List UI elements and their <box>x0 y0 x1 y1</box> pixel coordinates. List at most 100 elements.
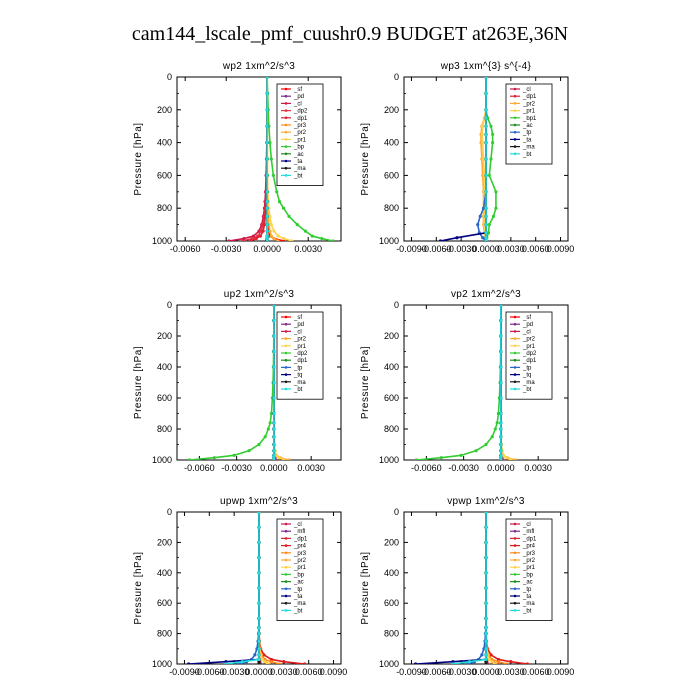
legend-marker <box>284 102 288 105</box>
legend-marker <box>513 337 517 340</box>
data-point <box>499 365 503 369</box>
y-tick-label: 800 <box>384 629 399 639</box>
data-point <box>268 229 272 233</box>
legend-marker <box>284 573 288 576</box>
legend-marker <box>513 130 517 134</box>
data-point <box>272 349 276 354</box>
y-tick-label: 400 <box>157 138 172 148</box>
panel-title: wp3 1xm^{3} s^{-4} <box>440 61 532 72</box>
data-point <box>484 116 488 120</box>
data-point <box>480 132 484 136</box>
x-tick-label: -0.0030 <box>446 667 477 677</box>
legend-label: _tp <box>293 587 303 593</box>
legend-marker <box>284 174 288 177</box>
panel-title: up2 1xm^2/s^3 <box>224 289 295 300</box>
data-point <box>269 660 274 664</box>
data-point <box>265 91 269 95</box>
legend-label: _bt <box>522 152 532 158</box>
data-point <box>269 223 273 227</box>
legend-box <box>505 83 553 165</box>
legend-marker <box>513 573 517 576</box>
data-point <box>282 458 286 460</box>
data-point <box>276 239 280 241</box>
legend-marker <box>513 152 517 156</box>
data-point <box>413 662 418 664</box>
legend-marker <box>284 94 288 98</box>
legend-label: _bt <box>293 608 303 614</box>
series-line-bt <box>452 512 487 664</box>
legend-marker <box>284 537 288 540</box>
data-point <box>496 411 501 416</box>
legend-label: _dp2 <box>293 109 308 115</box>
legend-label: _dp1 <box>293 116 308 122</box>
x-tick-label: -0.0060 <box>421 667 452 677</box>
data-point <box>481 124 485 128</box>
legend-marker <box>284 366 288 369</box>
x-tick-label: -0.0060 <box>421 244 452 254</box>
y-axis-label: Pressure [hPa] <box>360 551 371 624</box>
legend-box <box>505 311 553 400</box>
data-point <box>484 231 488 235</box>
data-point <box>269 657 274 662</box>
legend-marker <box>513 138 517 141</box>
legend-label: _ac <box>522 123 533 129</box>
data-point <box>438 239 443 241</box>
legend-marker <box>513 94 517 98</box>
y-tick-label: 1000 <box>379 659 399 669</box>
y-tick-label: 200 <box>384 105 399 115</box>
legend-marker <box>284 358 288 362</box>
legend-marker <box>284 601 288 605</box>
legend-label: _pr2 <box>293 558 307 564</box>
x-tick-label: 0.0090 <box>547 667 575 677</box>
legend-label: _cl <box>293 522 302 528</box>
series-line-cl <box>228 77 268 241</box>
data-point <box>499 349 503 354</box>
data-point <box>265 234 269 238</box>
panel-5: vpwp 1xm^2/s^3 Pressure [hPa] 0 200 400 600 80… <box>360 496 574 677</box>
series-line-ta <box>415 512 487 664</box>
legend-label: _dp1 <box>522 358 537 364</box>
legend-marker <box>284 166 288 170</box>
legend-label: _dp1 <box>293 536 308 542</box>
y-tick-label: 1000 <box>152 659 172 669</box>
data-point <box>484 124 488 128</box>
x-tick-label: 0.0000 <box>487 463 515 473</box>
data-point <box>274 453 278 457</box>
data-point <box>499 318 503 323</box>
data-point <box>484 132 488 136</box>
data-point <box>249 239 253 241</box>
data-point <box>265 190 269 194</box>
legend-marker <box>513 580 517 583</box>
data-point <box>484 77 488 79</box>
y-tick-label: 1000 <box>379 455 399 465</box>
data-point <box>455 236 459 240</box>
legend-label: _bt <box>293 173 303 179</box>
data-point <box>282 660 286 664</box>
legend-label: _tp <box>293 365 303 371</box>
data-point <box>478 214 482 218</box>
legend-label: _pd <box>522 322 533 328</box>
data-point <box>487 657 491 662</box>
data-point <box>272 458 276 460</box>
data-point <box>260 657 264 662</box>
legend-marker <box>284 145 288 148</box>
legend-label: _pd <box>293 322 304 328</box>
data-point <box>484 616 488 621</box>
x-tick-label: -0.0030 <box>219 667 250 677</box>
data-point <box>276 234 280 238</box>
data-point <box>492 662 496 664</box>
y-axis-label: Pressure [hPa] <box>360 122 371 195</box>
y-tick-label: 0 <box>167 72 172 82</box>
data-point <box>484 571 488 575</box>
data-point <box>491 132 495 136</box>
data-point <box>269 234 273 238</box>
y-tick-label: 600 <box>157 598 172 608</box>
data-point <box>504 456 508 460</box>
series-line-bp1 <box>485 77 497 241</box>
data-point <box>268 141 272 145</box>
legend-marker <box>513 565 517 569</box>
data-point <box>501 453 505 457</box>
x-tick-label: -0.0090 <box>169 667 200 677</box>
data-point <box>499 411 503 416</box>
